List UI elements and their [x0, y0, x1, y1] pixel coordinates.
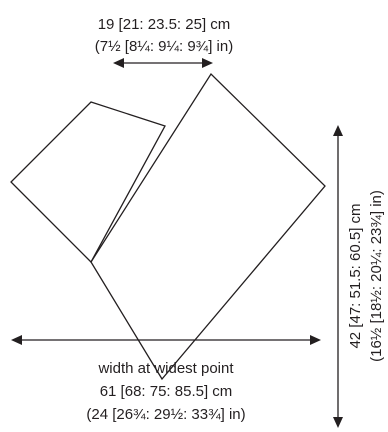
side-height-arrow — [333, 125, 343, 428]
side-height-in-label: (16½ [18½: 20¼: 23¾] in) — [368, 190, 385, 362]
large-square-panel — [90, 72, 326, 381]
top-width-arrow — [113, 58, 213, 68]
small-square-panel — [10, 101, 166, 264]
top-width-cm-label: 19 [21: 23.5: 25] cm — [98, 16, 231, 33]
bottom-caption-label: width at widest point — [97, 360, 234, 377]
bottom-width-in-label: (24 [26¾: 29½: 33¾] in) — [86, 406, 245, 423]
top-width-in-label: (7½ [8¼: 9¼: 9¾] in) — [95, 38, 233, 55]
bottom-width-arrow — [11, 335, 321, 345]
side-height-cm-label: 42 [47: 51.5: 60.5] cm — [347, 203, 364, 348]
bottom-width-cm-label: 61 [68: 75: 85.5] cm — [100, 383, 233, 400]
